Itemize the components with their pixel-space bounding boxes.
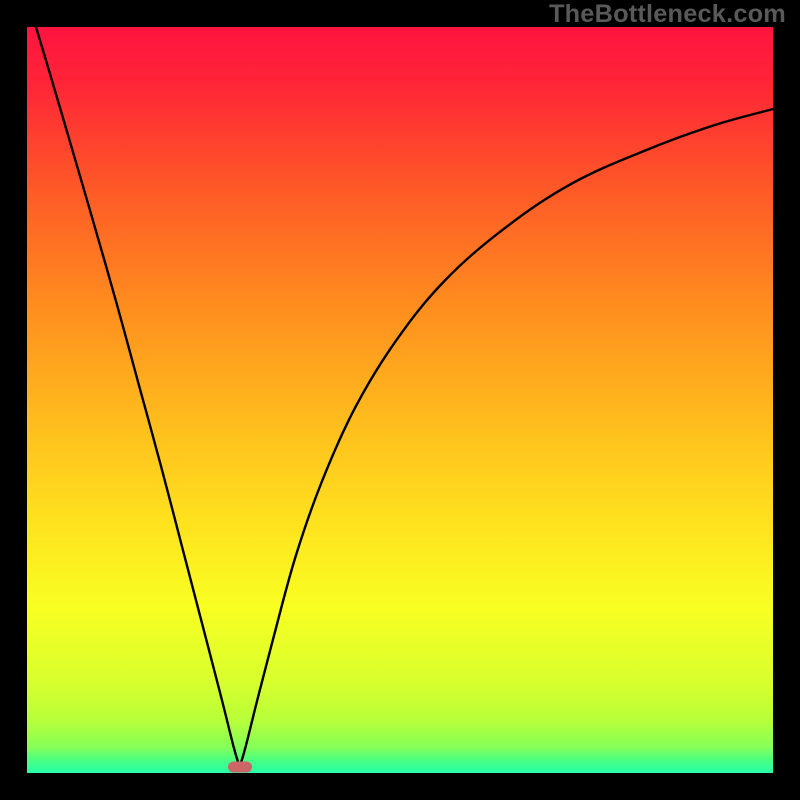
watermark-text: TheBottleneck.com xyxy=(549,0,786,29)
bottleneck-curve xyxy=(27,27,773,773)
vertex-marker xyxy=(228,762,252,773)
chart-container: TheBottleneck.com xyxy=(0,0,800,800)
plot-area xyxy=(27,27,773,773)
